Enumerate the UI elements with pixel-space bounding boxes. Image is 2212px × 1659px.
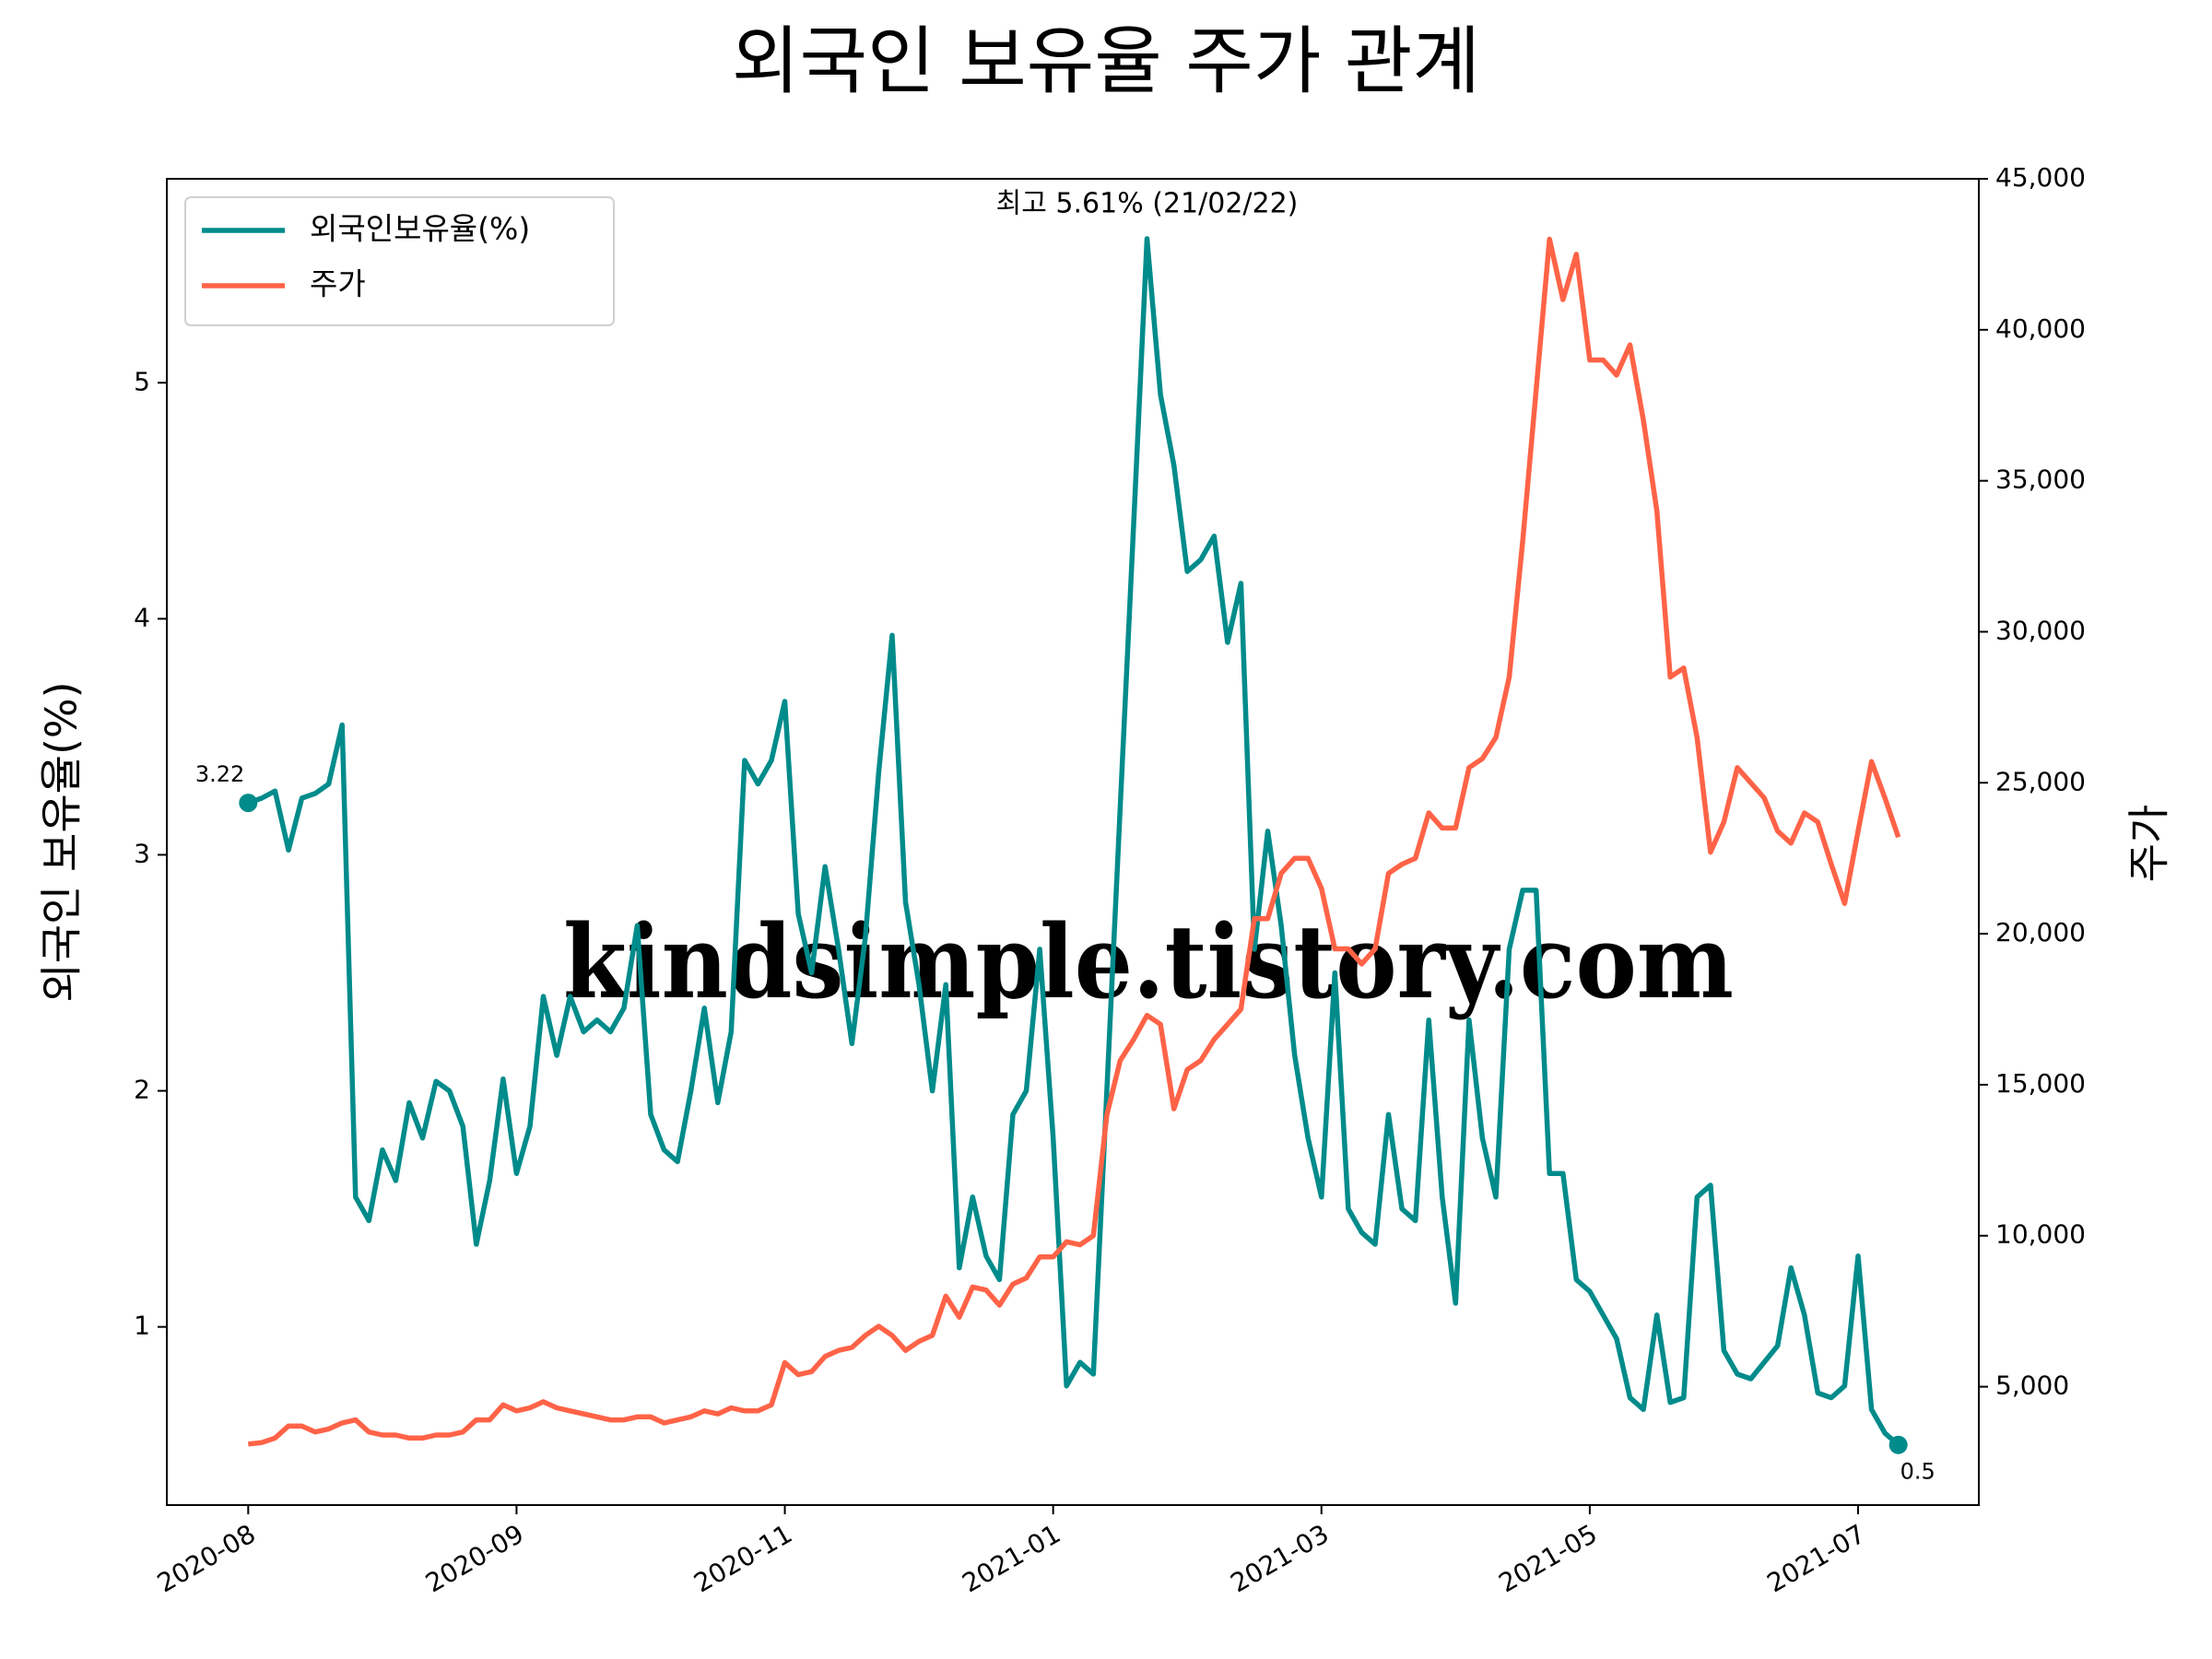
y2-tick-label: 25,000 — [1995, 766, 2086, 796]
y2-tick-label: 5,000 — [1995, 1371, 2069, 1401]
series-line — [248, 236, 1901, 1447]
end-label: 3.22 — [195, 761, 244, 787]
y-axis-label: 외국인 보유율(%) — [37, 681, 87, 1002]
series-line — [247, 236, 1900, 1447]
x-tick-label: 2021-07 — [1762, 1518, 1871, 1598]
x-tick-label: 2021-01 — [957, 1518, 1065, 1598]
y-tick-label: 5 — [134, 366, 150, 396]
legend-box — [184, 196, 615, 326]
end-label: 0.5 — [1900, 1459, 1936, 1485]
y2-tick-label: 10,000 — [1995, 1219, 2086, 1250]
max-annotation: 최고 5.61% (21/02/22) — [996, 188, 1299, 220]
y2-tick-label: 20,000 — [1995, 917, 2086, 947]
x-tick-label: 2020-09 — [420, 1518, 529, 1598]
legend-label: 주가 — [310, 266, 366, 302]
plot-frame — [166, 178, 1980, 1506]
x-tick-label: 2021-03 — [1225, 1518, 1334, 1598]
y-tick-label: 2 — [134, 1075, 150, 1105]
y2-tick-label: 45,000 — [1995, 162, 2086, 193]
y2-axis-label: 주가 — [2124, 805, 2174, 883]
y-tick-label: 4 — [134, 602, 150, 632]
chart-title: 외국인 보유율 주가 관계 — [732, 18, 1480, 104]
y2-tick-label: 40,000 — [1995, 313, 2086, 344]
y-tick-label: 1 — [134, 1311, 150, 1341]
end-marker — [1888, 1435, 1908, 1454]
end-marker — [239, 794, 258, 813]
x-tick-label: 2020-11 — [688, 1518, 797, 1598]
x-tick-label: 2020-08 — [152, 1518, 261, 1598]
x-tick-label: 2021-05 — [1494, 1518, 1603, 1598]
y2-tick-label: 30,000 — [1995, 615, 2086, 645]
y-tick-label: 3 — [134, 838, 150, 868]
y2-tick-label: 35,000 — [1995, 465, 2086, 495]
y2-tick-label: 15,000 — [1995, 1068, 2086, 1099]
legend-label: 외국인보유율(%) — [310, 211, 530, 247]
